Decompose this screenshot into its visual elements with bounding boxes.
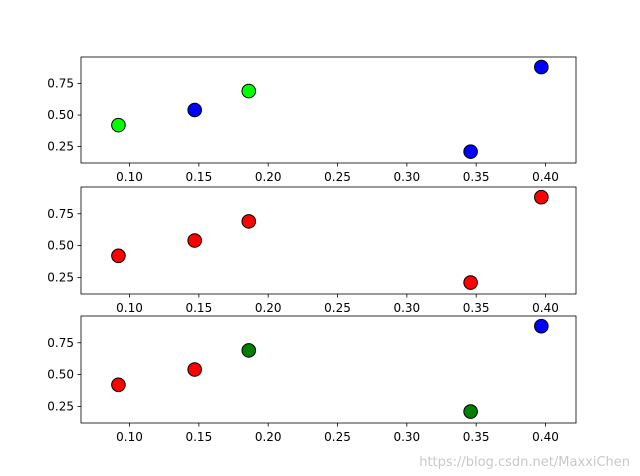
y-tick-label: 0.75 (47, 77, 74, 91)
scatter-point (111, 377, 126, 393)
axes-frame (80, 315, 577, 424)
scatter-point (463, 275, 478, 290)
x-tick-label: 0.20 (255, 170, 282, 184)
x-tick-label: 0.20 (255, 430, 282, 444)
x-tick-label: 0.10 (116, 170, 143, 184)
x-tick-label: 0.10 (116, 430, 143, 444)
x-tick-label: 0.40 (532, 301, 559, 315)
y-tick-label: 0.25 (47, 140, 74, 154)
x-tick-label: 0.10 (116, 301, 143, 315)
scatter-point (241, 83, 257, 99)
x-tick-label: 0.30 (393, 301, 420, 315)
x-tick-label: 0.35 (463, 430, 490, 444)
subplot-1: 0.10 0.15 0.20 0.25 0.30 0.35 0.40 0.25 0.50 0.75 (47, 56, 577, 184)
x-tick-label: 0.20 (255, 301, 282, 315)
scatter-point (463, 404, 478, 419)
axes-frame (80, 186, 577, 295)
x-tick-label: 0.15 (185, 430, 212, 444)
scatter-point (187, 102, 202, 118)
y-tick-label: 0.75 (47, 207, 74, 221)
scatter-point (241, 214, 257, 229)
x-tick-label: 0.40 (532, 170, 559, 184)
x-tick-label: 0.15 (185, 170, 212, 184)
x-tick-label: 0.25 (324, 430, 351, 444)
x-tick-label: 0.35 (463, 301, 490, 315)
scatter-point (241, 343, 257, 358)
x-tick-label: 0.25 (324, 301, 351, 315)
scatter-point (534, 59, 549, 75)
scatter-point (534, 189, 549, 205)
y-tick-label: 0.25 (47, 399, 74, 413)
y-tick-label: 0.25 (47, 270, 74, 284)
y-tick-label: 0.50 (47, 368, 74, 382)
x-tick-label: 0.15 (185, 301, 212, 315)
x-tick-label: 0.25 (324, 170, 351, 184)
x-tick-label: 0.40 (532, 430, 559, 444)
axes-frame (80, 56, 577, 164)
x-tick-label: 0.35 (463, 170, 490, 184)
scatter-point (111, 248, 126, 264)
y-tick-label: 0.50 (47, 239, 74, 253)
watermark: https://blog.csdn.net/MaxxiChen (419, 455, 630, 470)
subplot-2: 0.10 0.15 0.20 0.25 0.30 0.35 0.40 0.25 0.50 0.75 (47, 186, 577, 315)
x-tick-label: 0.30 (393, 170, 420, 184)
scatter-point (111, 117, 126, 133)
scatter-point (187, 233, 202, 248)
subplot-3: 0.10 0.15 0.20 0.25 0.30 0.35 0.40 0.25 0.50 0.75 (47, 315, 577, 444)
scatter-point (187, 362, 202, 377)
x-tick-label: 0.30 (393, 430, 420, 444)
y-tick-label: 0.50 (47, 108, 74, 122)
y-tick-label: 0.75 (47, 336, 74, 350)
scatter-point (463, 144, 478, 159)
scatter-point (534, 318, 549, 334)
